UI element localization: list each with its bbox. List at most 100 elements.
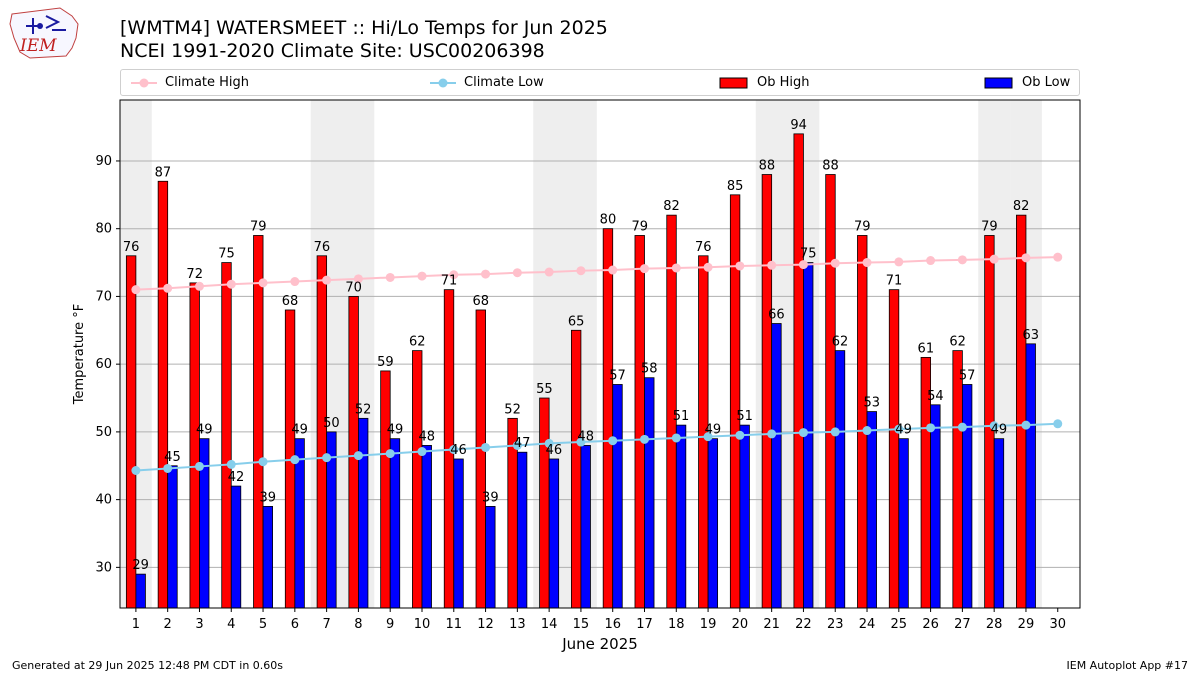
bar-ob-low-day-26: [930, 404, 941, 609]
point-climate-low-day-18: [671, 433, 681, 443]
point-climate-low-day-24: [862, 426, 872, 436]
bar-ob-high-day-21: [761, 174, 773, 609]
point-climate-high-day-24: [862, 258, 872, 268]
point-climate-low-day-25: [894, 424, 904, 434]
point-climate-high-day-4: [226, 279, 236, 289]
bar-ob-high-day-1: [125, 255, 137, 609]
bar-ob-high-day-3: [189, 282, 200, 609]
point-climate-low-day-13: [512, 440, 522, 450]
label-ob-low-day-1: 29: [132, 558, 149, 573]
point-climate-high-day-20: [735, 261, 745, 271]
footer-generated: Generated at 29 Jun 2025 12:48 PM CDT in…: [12, 659, 284, 672]
x-tick-label-19: 19: [700, 617, 717, 632]
point-climate-high-day-18: [671, 263, 681, 273]
legend-item-ob-low: Ob Low: [984, 70, 1070, 95]
point-climate-low-day-1: [131, 466, 141, 476]
bar-ob-high-day-27: [952, 350, 963, 609]
bar-ob-low-day-20: [739, 424, 750, 609]
bar-ob-high-day-10: [412, 350, 423, 609]
label-ob-low-day-10: 48: [418, 429, 435, 444]
point-climate-high-day-6: [290, 277, 300, 287]
x-tick-label-18: 18: [668, 617, 685, 632]
bar-ob-low-day-17: [644, 377, 655, 609]
point-climate-high-day-5: [258, 278, 268, 288]
label-ob-low-day-17: 58: [641, 362, 658, 377]
bar-ob-high-day-23: [825, 174, 836, 609]
y-tick-label-50: 50: [95, 425, 112, 440]
bar-ob-low-day-24: [866, 411, 877, 609]
y-tick-label-30: 30: [95, 560, 112, 575]
point-climate-low-day-29: [1021, 420, 1031, 430]
x-tick-label-25: 25: [891, 617, 908, 632]
y-tick-label-60: 60: [95, 357, 112, 372]
label-ob-low-day-7: 50: [323, 416, 340, 431]
y-tick-label-70: 70: [95, 289, 112, 304]
point-climate-high-day-25: [894, 257, 904, 267]
legend-label-climate-high: Climate High: [165, 75, 250, 90]
label-ob-low-day-14: 46: [546, 443, 563, 458]
y-tick-label-90: 90: [95, 154, 112, 169]
bar-ob-low-day-5: [262, 505, 273, 609]
bar-ob-high-day-14: [539, 397, 550, 609]
point-climate-low-day-30: [1053, 419, 1063, 429]
label-ob-low-day-24: 53: [864, 396, 881, 411]
label-ob-low-day-9: 49: [387, 423, 404, 438]
x-tick-label-29: 29: [1018, 617, 1035, 632]
label-ob-high-day-21: 88: [759, 159, 776, 174]
x-tick-label-23: 23: [827, 617, 844, 632]
legend-label-climate-low: Climate Low: [464, 75, 544, 90]
label-ob-low-day-11: 46: [450, 443, 467, 458]
point-climate-high-day-7: [322, 275, 332, 285]
bar-ob-low-day-18: [675, 424, 687, 609]
bar-ob-low-day-27: [961, 384, 973, 609]
x-tick-label-7: 7: [322, 617, 330, 632]
point-climate-low-day-26: [926, 423, 936, 433]
label-ob-high-day-25: 71: [886, 274, 903, 289]
ob-low-swatch: [984, 77, 1013, 88]
label-ob-high-day-23: 88: [822, 159, 839, 174]
label-ob-high-day-19: 76: [695, 240, 712, 255]
point-climate-high-day-29: [1021, 253, 1031, 263]
label-ob-low-day-6: 49: [291, 423, 308, 438]
point-climate-low-day-4: [226, 459, 236, 469]
label-ob-high-day-24: 79: [854, 219, 871, 234]
iem-logo: IEM: [9, 7, 79, 59]
point-climate-low-day-5: [258, 457, 268, 467]
point-climate-low-day-10: [417, 447, 427, 457]
label-ob-low-day-26: 54: [927, 389, 944, 404]
point-climate-high-day-12: [481, 269, 491, 279]
point-climate-high-day-8: [353, 274, 363, 284]
label-ob-high-day-20: 85: [727, 179, 744, 194]
point-climate-high-day-13: [512, 268, 522, 278]
point-climate-low-day-17: [640, 434, 650, 444]
point-climate-low-day-8: [353, 451, 363, 461]
logo-text: IEM: [19, 36, 57, 56]
point-climate-high-day-23: [830, 258, 840, 268]
label-ob-low-day-12: 39: [482, 490, 499, 505]
ob-high-swatch: [719, 77, 748, 88]
y-tick-label-40: 40: [95, 493, 112, 508]
line-climate-low: [135, 422, 1058, 472]
point-climate-low-day-15: [576, 437, 586, 447]
climate-low-swatch: [430, 78, 456, 87]
chart-subtitle: NCEI 1991-2020 Climate Site: USC00206398: [120, 40, 545, 62]
bar-ob-high-day-24: [857, 235, 868, 609]
chart-title: [WMTM4] WATERSMEET :: Hi/Lo Temps for Ju…: [120, 17, 608, 39]
point-climate-low-day-7: [322, 453, 332, 463]
bar-ob-high-day-25: [888, 289, 900, 609]
legend-item-climate-low: Climate Low: [430, 70, 544, 95]
bar-ob-high-day-16: [602, 228, 614, 609]
x-tick-label-28: 28: [986, 617, 1003, 632]
bar-ob-high-day-9: [380, 370, 391, 609]
bar-ob-low-day-16: [612, 384, 623, 609]
bar-ob-high-day-7: [316, 255, 328, 609]
label-ob-high-day-14: 55: [536, 382, 553, 397]
label-ob-low-day-29: 63: [1022, 328, 1039, 343]
label-ob-low-day-13: 47: [514, 436, 531, 451]
label-ob-high-day-22: 94: [790, 118, 807, 133]
line-climate-high: [135, 256, 1058, 291]
label-ob-high-day-12: 68: [473, 294, 490, 309]
point-climate-high-day-26: [926, 256, 936, 266]
bar-ob-low-day-23: [834, 350, 846, 609]
bar-ob-high-day-17: [634, 235, 645, 609]
